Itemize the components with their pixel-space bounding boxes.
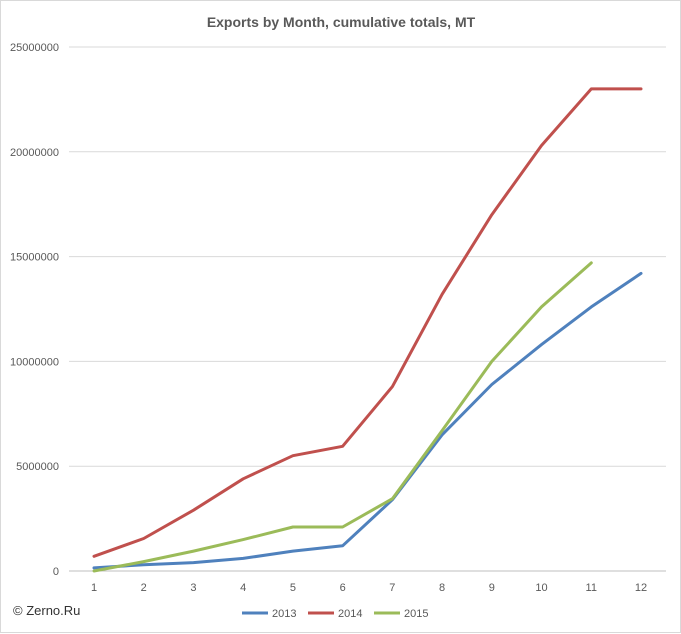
x-tick-label: 11: [586, 582, 597, 594]
legend-item-2014: 2014: [308, 608, 362, 620]
x-tick-label: 12: [635, 582, 647, 594]
grid-lines: [69, 46, 666, 572]
x-axis-ticks: 1 2 3 4 5 6 7 8 9 10 11 12: [91, 582, 647, 594]
x-tick-label: 9: [489, 582, 495, 594]
y-tick-label: 25000000: [10, 42, 59, 54]
copyright-text: © Zerno.Ru: [13, 603, 81, 618]
legend-label: 2013: [272, 608, 296, 620]
y-axis-ticks: 0 5000000 10000000 15000000 20000000 25000000: [10, 42, 59, 578]
legend-item-2013: 2013: [242, 608, 296, 620]
x-tick-label: 4: [240, 582, 246, 594]
y-tick-label: 0: [53, 566, 59, 578]
y-tick-label: 10000000: [10, 356, 59, 368]
y-tick-label: 5000000: [16, 461, 59, 473]
legend-label: 2015: [404, 608, 428, 620]
x-tick-label: 7: [389, 582, 395, 594]
series-line-2014: [92, 87, 643, 558]
legend-item-2015: 2015: [374, 608, 428, 620]
x-tick-label: 6: [340, 582, 346, 594]
x-tick-label: 3: [190, 582, 196, 594]
series-lines: [92, 87, 643, 573]
legend-label: 2014: [338, 608, 362, 620]
x-tick-label: 8: [439, 582, 445, 594]
x-tick-label: 2: [141, 582, 147, 594]
series-line-2013: [92, 271, 643, 570]
chart-title: Exports by Month, cumulative totals, MT: [207, 14, 476, 30]
y-tick-label: 20000000: [10, 147, 59, 159]
y-tick-label: 15000000: [10, 252, 59, 264]
series-line-2015: [92, 261, 593, 573]
x-tick-label: 5: [290, 582, 296, 594]
x-tick-label: 1: [91, 582, 97, 594]
legend: 2013 2014 2015: [242, 608, 428, 620]
x-tick-label: 10: [535, 582, 547, 594]
